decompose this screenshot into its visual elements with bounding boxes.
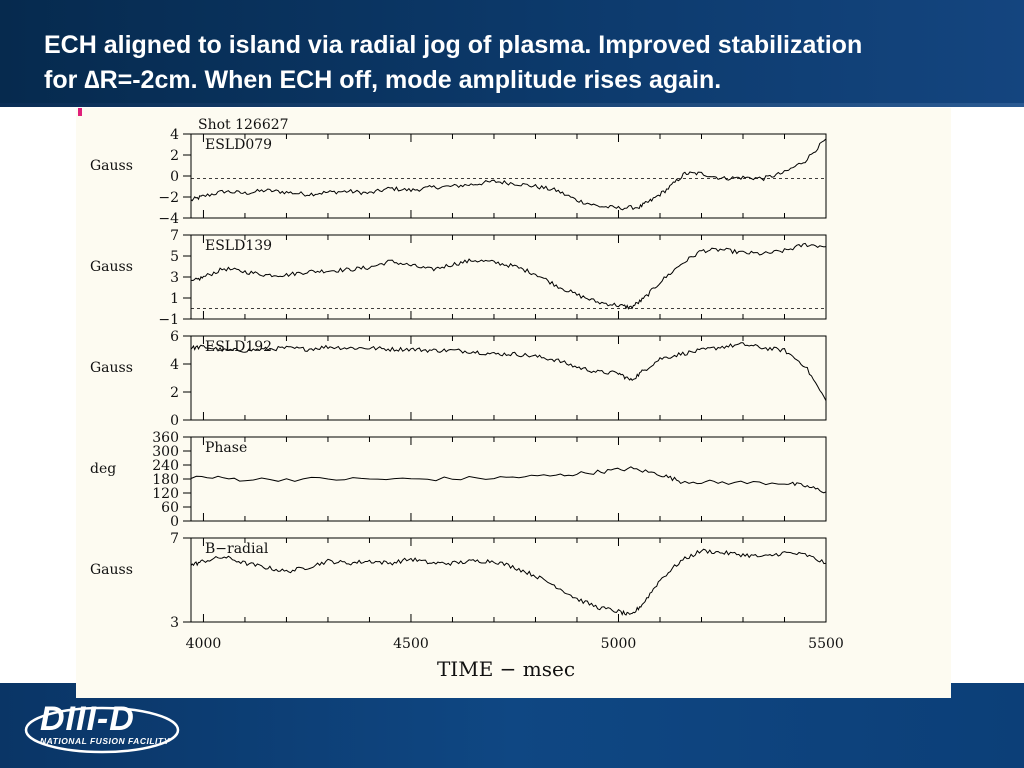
y-axis-label: Gauss bbox=[90, 259, 133, 275]
shot-label: Shot 126627 bbox=[198, 117, 289, 133]
y-tick-label: 60 bbox=[161, 500, 179, 516]
series-name: ESLD079 bbox=[205, 137, 272, 153]
y-tick-label: 2 bbox=[170, 148, 179, 164]
y-tick-label: 4 bbox=[170, 127, 179, 143]
series-trace-4 bbox=[190, 548, 827, 616]
y-tick-label: 2 bbox=[170, 385, 179, 401]
slide-title-line2: for ∆R=-2cm. When ECH off, mode amplitud… bbox=[44, 66, 722, 94]
y-tick-label: −1 bbox=[158, 312, 179, 328]
y-tick-label: −4 bbox=[158, 211, 179, 227]
y-tick-label: 7 bbox=[170, 228, 179, 244]
series-name: Phase bbox=[205, 440, 247, 456]
figure-panel bbox=[76, 108, 951, 698]
y-axis-label: Gauss bbox=[90, 562, 133, 578]
y-tick-label: 120 bbox=[152, 486, 179, 502]
subplot-frame-2 bbox=[190, 335, 827, 421]
y-tick-label: 0 bbox=[170, 169, 179, 185]
y-axis-label: Gauss bbox=[90, 360, 133, 376]
y-tick-label: 240 bbox=[152, 458, 179, 474]
x-tick-label: 5000 bbox=[601, 636, 637, 652]
y-tick-label: 6 bbox=[170, 329, 179, 345]
diii-d-logo-icon bbox=[24, 706, 180, 754]
subplot-frame-1 bbox=[190, 234, 827, 320]
subplot-frame-4 bbox=[190, 537, 827, 623]
y-tick-label: 5 bbox=[170, 249, 179, 265]
pink-marker bbox=[78, 108, 82, 116]
x-tick-label: 4000 bbox=[186, 636, 222, 652]
series-trace-0 bbox=[190, 138, 827, 211]
logo-subtitle: NATIONAL FUSION FACILITY bbox=[40, 736, 170, 746]
y-tick-label: 7 bbox=[170, 531, 179, 547]
series-trace-2 bbox=[190, 342, 827, 402]
y-tick-label: −2 bbox=[158, 190, 179, 206]
shot-plot: Shot 126627 4 2 0 −2 −4 ESLD079 Gauss 7 5 3 1 −1 ESLD… bbox=[90, 117, 844, 681]
y-tick-label: 0 bbox=[170, 413, 179, 429]
y-tick-label: 3 bbox=[170, 615, 179, 631]
slide-title-line1: ECH aligned to island via radial jog of … bbox=[44, 31, 863, 59]
y-tick-label: 0 bbox=[170, 514, 179, 530]
series-trace-1 bbox=[190, 242, 827, 310]
x-axis-label: TIME − msec bbox=[437, 657, 575, 681]
y-axis-label: Gauss bbox=[90, 158, 133, 174]
series-name: B−radial bbox=[205, 541, 269, 557]
y-tick-label: 4 bbox=[170, 357, 179, 373]
y-tick-label: 180 bbox=[152, 472, 179, 488]
y-tick-label: 3 bbox=[170, 270, 179, 286]
slide-title: ECH aligned to island via radial jog of … bbox=[44, 28, 1004, 98]
subplot-frame-0 bbox=[190, 133, 827, 219]
y-axis-label: deg bbox=[90, 461, 116, 477]
logo-name: DIII-D bbox=[40, 700, 135, 738]
x-tick-label: 5500 bbox=[808, 636, 844, 652]
series-trace-3 bbox=[190, 466, 827, 494]
x-tick-label: 4500 bbox=[393, 636, 429, 652]
y-tick-label: 300 bbox=[152, 444, 179, 460]
series-name: ESLD139 bbox=[205, 238, 272, 254]
header-bar bbox=[0, 0, 1024, 107]
y-tick-label: 360 bbox=[152, 430, 179, 446]
y-tick-label: 1 bbox=[170, 291, 179, 307]
series-name: ESLD192 bbox=[205, 339, 272, 355]
